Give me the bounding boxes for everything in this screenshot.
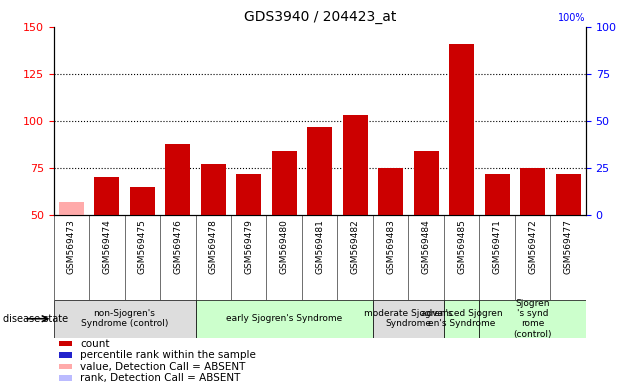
- Bar: [449, 44, 474, 215]
- Text: GSM569473: GSM569473: [67, 219, 76, 274]
- Text: GSM569483: GSM569483: [386, 219, 395, 274]
- Text: disease state: disease state: [3, 314, 68, 324]
- Bar: [272, 151, 297, 215]
- Text: GSM569476: GSM569476: [173, 219, 182, 274]
- Bar: [414, 151, 438, 215]
- Bar: [59, 353, 72, 358]
- Text: GSM569480: GSM569480: [280, 219, 289, 274]
- Bar: [307, 127, 332, 215]
- Bar: [236, 174, 261, 215]
- Text: GSM569477: GSM569477: [564, 219, 573, 274]
- Text: GSM569472: GSM569472: [528, 219, 537, 274]
- Text: advanced Sjogren
en's Syndrome: advanced Sjogren en's Syndrome: [421, 309, 503, 328]
- Text: GSM569474: GSM569474: [102, 219, 112, 274]
- Bar: [59, 202, 84, 215]
- Bar: [165, 144, 190, 215]
- Bar: [373, 300, 444, 338]
- Text: early Sjogren's Syndrome: early Sjogren's Syndrome: [226, 314, 342, 323]
- Text: value, Detection Call = ABSENT: value, Detection Call = ABSENT: [80, 362, 246, 372]
- Bar: [444, 300, 479, 338]
- Bar: [201, 164, 226, 215]
- Bar: [343, 115, 368, 215]
- Title: GDS3940 / 204423_at: GDS3940 / 204423_at: [244, 10, 396, 25]
- Bar: [479, 300, 586, 338]
- Bar: [195, 300, 373, 338]
- Bar: [378, 168, 403, 215]
- Text: percentile rank within the sample: percentile rank within the sample: [80, 350, 256, 360]
- Bar: [59, 376, 72, 381]
- Text: GSM569478: GSM569478: [209, 219, 218, 274]
- Text: GSM569484: GSM569484: [421, 219, 431, 274]
- Bar: [484, 174, 510, 215]
- Text: GSM569485: GSM569485: [457, 219, 466, 274]
- Text: GSM569481: GSM569481: [315, 219, 324, 274]
- Bar: [54, 300, 195, 338]
- Text: GSM569479: GSM569479: [244, 219, 253, 274]
- Text: rank, Detection Call = ABSENT: rank, Detection Call = ABSENT: [80, 373, 241, 383]
- Text: Sjogren
's synd
rome
(control): Sjogren 's synd rome (control): [513, 299, 552, 339]
- Bar: [94, 177, 119, 215]
- Text: non-Sjogren's
Syndrome (control): non-Sjogren's Syndrome (control): [81, 309, 168, 328]
- Bar: [59, 341, 72, 346]
- Text: GSM569482: GSM569482: [351, 219, 360, 274]
- Text: GSM569471: GSM569471: [493, 219, 501, 274]
- Bar: [556, 174, 581, 215]
- Text: GSM569475: GSM569475: [138, 219, 147, 274]
- Text: 100%: 100%: [558, 13, 586, 23]
- Text: count: count: [80, 339, 110, 349]
- Bar: [520, 168, 545, 215]
- Bar: [59, 364, 72, 369]
- Bar: [130, 187, 155, 215]
- Text: moderate Sjogren's
Syndrome: moderate Sjogren's Syndrome: [364, 309, 453, 328]
